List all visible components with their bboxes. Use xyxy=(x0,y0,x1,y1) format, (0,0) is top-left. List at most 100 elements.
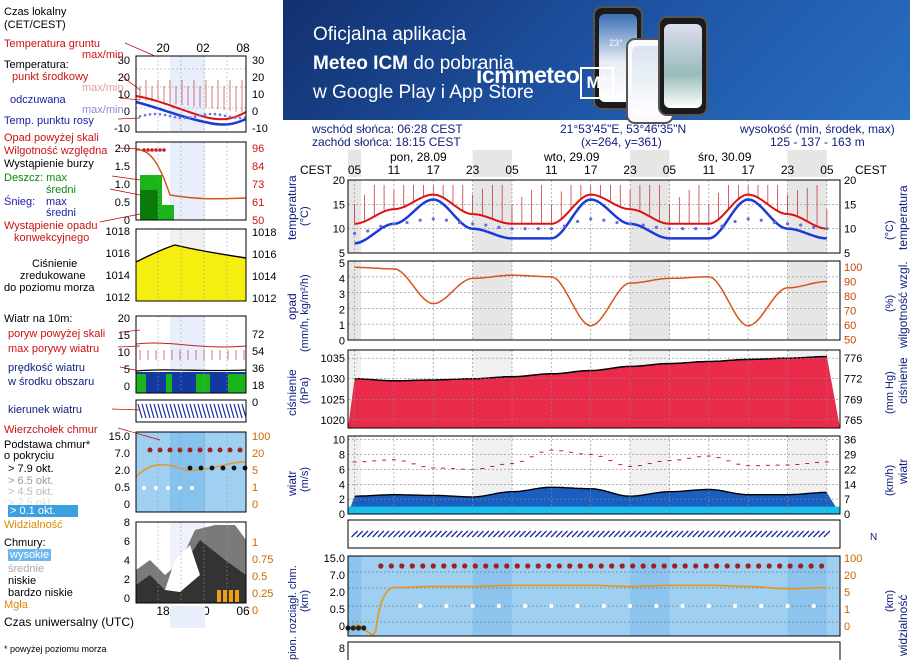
mid-point-label: punkt środkowy xyxy=(12,71,89,83)
dew-point-dot xyxy=(628,222,632,226)
cloud-base-dot-light xyxy=(522,603,528,609)
tz-left: CEST xyxy=(300,163,333,177)
legend-connector xyxy=(121,329,141,333)
mmhg-tick: 776 xyxy=(844,353,862,365)
header-night-band xyxy=(630,150,670,177)
mini-dew-dot xyxy=(188,116,192,119)
wind-arrow xyxy=(608,530,616,538)
wind-arrow xyxy=(629,530,637,538)
precip-tick: 3 xyxy=(339,289,345,301)
mini-wind-green xyxy=(136,374,146,393)
app-advertisement-banner[interactable]: Oficjalna aplikacja Meteo ICM do pobrani… xyxy=(283,0,910,124)
mini-wind-arrow xyxy=(221,403,227,419)
mini-wind-arrow xyxy=(225,403,231,419)
wind-arrow xyxy=(356,530,364,538)
dew-point-dot xyxy=(720,224,724,228)
mini-kmh-tick: 54 xyxy=(252,346,264,358)
mini-fog-bar xyxy=(229,590,233,602)
pressure-label-3: do poziomu morza xyxy=(4,282,95,294)
dew-point-dot xyxy=(759,218,763,222)
cloud-base-dot-light xyxy=(706,603,711,609)
mini-temp-tick: -10 xyxy=(114,123,130,135)
mini-cc-tick: 8 xyxy=(124,517,130,529)
mini-cc-tick: 0 xyxy=(124,593,130,605)
snow-max-label: max xyxy=(46,196,67,208)
night-shading xyxy=(630,261,670,340)
temperature-line xyxy=(354,193,827,230)
mini-wind-tick: 10 xyxy=(118,347,130,359)
mini-pressure-tick: 1016 xyxy=(106,248,130,260)
wind-arrow xyxy=(408,530,416,538)
day-label: śro, 30.09 xyxy=(698,150,752,164)
cloud-base-axis-title: pion. rozciągł. chm. xyxy=(287,565,299,660)
mini-rh-tick: 84 xyxy=(252,161,264,173)
wind-arrow xyxy=(393,530,401,538)
mini-cloud-base-dot xyxy=(167,447,173,453)
legend-connector xyxy=(99,213,141,223)
cloud-base-dot xyxy=(451,563,457,569)
dew-point-dot xyxy=(352,231,357,236)
mini-cloud-base-dot xyxy=(177,447,183,453)
mini-top-tick: 20 xyxy=(156,41,170,55)
cloud-base-dot xyxy=(819,563,825,569)
mini-cloud-dot-dark xyxy=(220,465,226,471)
cloud-base-dot xyxy=(472,563,478,569)
mini-wind-arrow xyxy=(233,403,239,419)
cloud-base-dot xyxy=(756,563,762,569)
mini-cloud-dot-light xyxy=(166,486,170,490)
mini-wind-arrow xyxy=(173,403,179,419)
mini-wind-green xyxy=(228,374,246,393)
wind-arrow xyxy=(671,530,679,538)
temp-axis-unit: (°C) xyxy=(299,206,311,226)
mini-wind-arrow xyxy=(237,403,243,419)
mini-wind-green xyxy=(196,374,210,393)
clouds-label: Chmury: xyxy=(4,537,46,549)
legend-connector xyxy=(117,345,141,348)
wind-arrow xyxy=(660,530,668,538)
mmhg-tick: 772 xyxy=(844,374,862,386)
mini-visibility-line xyxy=(135,461,247,478)
mini-precip-tick: 2.0 xyxy=(115,143,130,155)
hour-label: 23 xyxy=(466,163,480,177)
visibility-tick: 0 xyxy=(844,621,850,633)
mini-night-shading xyxy=(170,432,205,512)
wind-arrow xyxy=(492,530,500,538)
mini-kmh-tick: 18 xyxy=(252,380,264,392)
phone-image-3 xyxy=(658,16,708,116)
wind-arrow xyxy=(823,530,831,538)
hour-label: 17 xyxy=(741,163,755,177)
panel-frame xyxy=(347,179,841,254)
mmhg-tick: 769 xyxy=(844,394,862,406)
mini-wind-line xyxy=(135,369,247,372)
cloud-base-label-2: o pokryciu xyxy=(4,450,55,462)
low-clouds-label: niskie xyxy=(8,575,37,587)
wind-arrow xyxy=(487,530,495,538)
mini-wind-arrow xyxy=(185,403,191,419)
wind-direction-label: kierunek wiatru xyxy=(8,404,82,416)
wind-arrow xyxy=(744,530,752,538)
mini-cloud-base-tick: 0.5 xyxy=(115,482,130,494)
wind-arrow xyxy=(398,530,406,538)
cloud-base-dot xyxy=(462,563,468,569)
mini-vis-tick: 0 xyxy=(252,499,258,511)
dew-point-dot xyxy=(549,227,553,231)
day-label: wto, 29.09 xyxy=(543,150,600,164)
cloud-base-tick: 0.5 xyxy=(330,604,345,616)
mini-cloud-gap xyxy=(165,545,200,592)
ad-text: Oficjalna aplikacja Meteo ICM do pobrani… xyxy=(313,20,534,107)
ad-line-2: Meteo ICM do pobrania xyxy=(313,53,514,74)
dew-point-dot xyxy=(733,219,737,224)
cloud-base-dot-light xyxy=(549,603,554,609)
wind-arrow xyxy=(718,530,726,538)
wind-arrow xyxy=(377,530,385,538)
wind-arrow xyxy=(351,530,359,538)
mini-night-shading xyxy=(170,142,205,220)
cloud-base-tick: 0 xyxy=(339,621,345,633)
wind-arrow xyxy=(702,530,710,538)
cloud-base-dot xyxy=(493,563,499,569)
mini-dew-dot xyxy=(193,115,197,118)
mini-cc-right-tick: 0.75 xyxy=(252,554,273,566)
ground-temp-label: Temperatura gruntu xyxy=(4,38,100,50)
wind-arrow xyxy=(781,530,789,538)
mini-top-tick: 08 xyxy=(236,41,250,55)
